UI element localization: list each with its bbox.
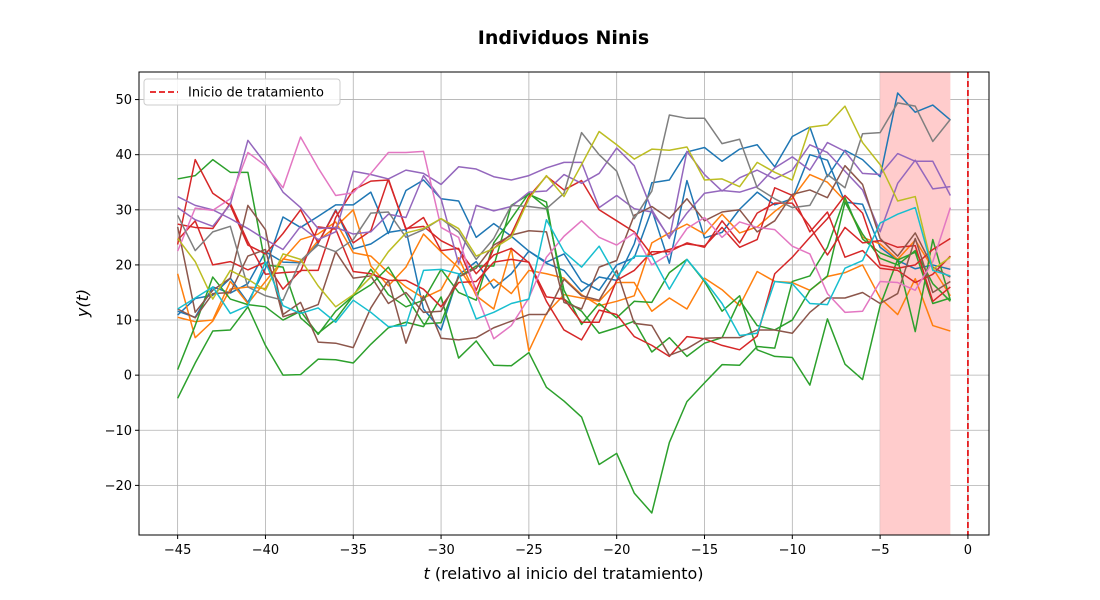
series-line-17 (177, 105, 951, 308)
series-line-13 (176, 204, 951, 357)
plot-frame (138, 71, 990, 536)
y-tick-label: −20 (105, 479, 132, 494)
legend-label: Inicio de tratamiento (188, 86, 324, 101)
series-line-6 (176, 196, 951, 514)
y-tick-label: 50 (115, 93, 132, 108)
series-line-11 (177, 141, 952, 251)
y-tick-label: 10 (115, 314, 132, 329)
x-tick-label: −10 (779, 543, 806, 558)
x-tick-label: −45 (164, 543, 191, 558)
x-tick-label: −30 (427, 543, 454, 558)
x-tick-label: −5 (871, 543, 890, 558)
x-tick-label: −20 (603, 543, 630, 558)
x-axis-label: t (relativo al inicio del tratamiento) (423, 564, 703, 583)
series-line-4 (177, 221, 951, 352)
y-axis-label-var: y(t) (73, 289, 92, 318)
x-tick-label: −40 (252, 543, 279, 558)
chart-title: Individuos Ninis (478, 27, 649, 49)
series-line-15 (176, 136, 952, 340)
series-line-8 (176, 158, 951, 292)
series-line-2 (177, 153, 951, 331)
series-line-18 (177, 206, 951, 337)
y-axis-ticks: −20 −10 0 10 20 30 40 50 (105, 93, 139, 494)
y-tick-label: −10 (105, 424, 132, 439)
x-tick-label: −15 (691, 543, 718, 558)
x-tick-label: −25 (515, 543, 542, 558)
series-layer (176, 92, 952, 514)
y-tick-label: 40 (115, 148, 132, 163)
legend: Inicio de tratamiento (143, 78, 341, 106)
y-axis-label: y(t) (73, 289, 92, 318)
x-axis-ticks: −45 −40 −35 −30 −25 −20 −15 −10 −5 0 (164, 535, 972, 558)
series-line-1 (177, 92, 951, 316)
legend-box (143, 78, 341, 106)
y-tick-label: 20 (115, 258, 132, 273)
y-tick-label: 30 (115, 203, 132, 218)
x-tick-label: −35 (340, 543, 367, 558)
x-tick-label: 0 (964, 543, 972, 558)
x-axis-label-var: t (423, 564, 430, 583)
series-line-16 (176, 102, 951, 301)
series-line-12 (177, 139, 951, 265)
x-axis-label-text: (relativo al inicio del tratamiento) (430, 564, 704, 583)
series-line-14 (177, 164, 951, 319)
series-line-9 (177, 179, 951, 358)
series-line-7 (176, 192, 952, 386)
series-line-10 (177, 202, 951, 323)
y-tick-label: 0 (124, 369, 132, 384)
shaded-region (880, 72, 951, 535)
